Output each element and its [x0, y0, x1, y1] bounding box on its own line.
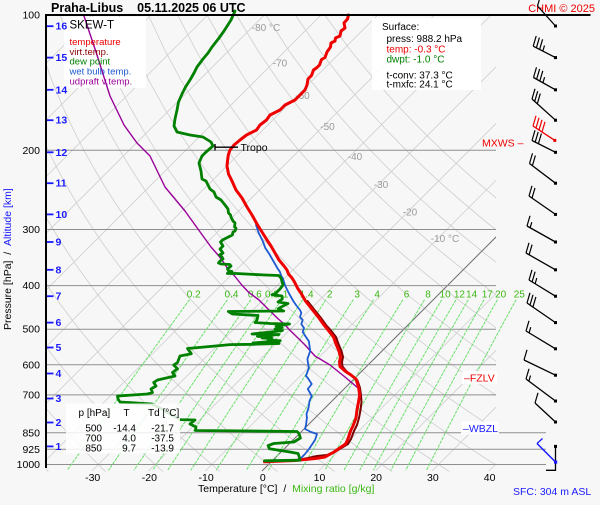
svg-text:Surface:: Surface:: [382, 22, 419, 33]
svg-text:600: 600: [22, 359, 40, 371]
svg-text:13: 13: [56, 115, 68, 127]
svg-text:Td [°C]: Td [°C]: [148, 408, 179, 419]
svg-text:-14.4: -14.4: [113, 424, 136, 435]
svg-text:Pressure [hPa] / Altitude [k: Pressure [hPa] / Altitude [km]: [2, 188, 14, 330]
svg-text:850: 850: [22, 427, 40, 439]
svg-text:-30: -30: [85, 472, 100, 484]
svg-text:6: 6: [404, 290, 410, 301]
svg-text:4: 4: [56, 368, 62, 380]
svg-text:-10: -10: [199, 472, 214, 484]
svg-text:1: 1: [283, 290, 289, 301]
svg-text:-50: -50: [320, 122, 335, 133]
svg-text:15: 15: [56, 52, 68, 64]
svg-text:17: 17: [482, 290, 494, 301]
svg-text:-20: -20: [403, 208, 418, 219]
svg-text:40: 40: [484, 472, 496, 484]
svg-text:p [hPa]: p [hPa]: [79, 408, 111, 419]
svg-text:-30: -30: [374, 180, 389, 191]
svg-text:temperature: temperature: [70, 37, 121, 48]
svg-text:T: T: [124, 408, 130, 419]
svg-text:8: 8: [425, 290, 431, 301]
svg-text:-60: -60: [295, 91, 310, 102]
svg-text:–FZLV: –FZLV: [464, 373, 495, 385]
svg-text:12: 12: [56, 147, 68, 159]
svg-text:press: 988.2 hPa: press: 988.2 hPa: [387, 34, 463, 45]
svg-text:200: 200: [22, 145, 40, 157]
svg-text:-10 °C: -10 °C: [431, 234, 459, 245]
svg-text:25: 25: [514, 290, 526, 301]
svg-text:10: 10: [440, 290, 452, 301]
svg-text:dwpt: -1.0 °C: dwpt: -1.0 °C: [387, 55, 445, 66]
svg-text:20: 20: [370, 472, 382, 484]
svg-text:SKEW-T: SKEW-T: [70, 20, 115, 32]
svg-text:500: 500: [22, 324, 40, 336]
svg-text:10: 10: [314, 472, 326, 484]
svg-text:7: 7: [56, 291, 62, 303]
svg-text:-37.5: -37.5: [151, 434, 174, 445]
svg-text:Praha-Libus 05.11.2025 06 U: Praha-Libus 05.11.2025 06 UTC: [51, 1, 246, 15]
svg-text:-13.9: -13.9: [151, 444, 174, 455]
svg-text:Tropo: Tropo: [241, 142, 268, 154]
svg-text:temp: -0.3 °C: temp: -0.3 °C: [387, 45, 446, 56]
svg-text:9.7: 9.7: [122, 444, 136, 455]
svg-text:MXWS –: MXWS –: [482, 138, 524, 150]
svg-text:1000: 1000: [17, 459, 41, 471]
svg-text:t-mxfc: 24.1 °C: t-mxfc: 24.1 °C: [387, 80, 453, 91]
svg-text:500: 500: [85, 424, 102, 435]
svg-text:700: 700: [22, 389, 40, 401]
svg-text:8: 8: [56, 264, 62, 276]
svg-text:925: 925: [22, 444, 40, 456]
svg-text:6: 6: [56, 317, 62, 329]
svg-text:CHMI © 2025: CHMI © 2025: [528, 3, 595, 15]
svg-text:20: 20: [495, 290, 507, 301]
svg-text:850: 850: [85, 444, 102, 455]
svg-text:11: 11: [56, 178, 67, 190]
svg-text:12: 12: [454, 290, 466, 301]
svg-text:0.6: 0.6: [248, 290, 262, 301]
svg-text:3: 3: [56, 393, 62, 405]
svg-text:16: 16: [56, 21, 68, 33]
svg-text:400: 400: [22, 280, 40, 292]
svg-text:SFC: 304 m ASL: SFC: 304 m ASL: [513, 486, 591, 498]
svg-text:0: 0: [260, 472, 266, 484]
svg-text:700: 700: [85, 434, 102, 445]
svg-text:-40: -40: [348, 152, 363, 163]
svg-text:dew point: dew point: [70, 57, 111, 68]
svg-text:udpraft v.temp.: udpraft v.temp.: [70, 77, 133, 88]
svg-text:14: 14: [56, 84, 68, 96]
svg-text:Temperature [°C] / Mixing ra: Temperature [°C] / Mixing ratio [g/kg]: [198, 483, 374, 495]
svg-text:-80 °C: -80 °C: [252, 23, 280, 34]
svg-text:4: 4: [374, 290, 380, 301]
svg-text:14: 14: [466, 290, 478, 301]
svg-text:1.4: 1.4: [300, 290, 314, 301]
svg-text:2: 2: [327, 290, 333, 301]
svg-text:300: 300: [22, 224, 40, 236]
svg-text:9: 9: [56, 237, 62, 249]
svg-text:1: 1: [56, 441, 62, 453]
svg-text:t-conv: 37.3 °C: t-conv: 37.3 °C: [387, 71, 453, 82]
svg-text:-20: -20: [142, 472, 157, 484]
svg-text:4.0: 4.0: [122, 434, 136, 445]
svg-text:0.2: 0.2: [187, 290, 201, 301]
svg-text:0.4: 0.4: [225, 290, 239, 301]
svg-text:-70: -70: [273, 59, 288, 70]
svg-text:wet bulb temp.: wet bulb temp.: [69, 67, 132, 78]
svg-text:virt.temp.: virt.temp.: [70, 47, 109, 58]
svg-text:–WBZL: –WBZL: [463, 423, 498, 435]
svg-text:3: 3: [354, 290, 360, 301]
svg-text:5: 5: [56, 342, 62, 354]
svg-text:100: 100: [22, 10, 40, 22]
svg-text:2: 2: [56, 417, 62, 429]
svg-text:-21.7: -21.7: [151, 424, 174, 435]
svg-text:10: 10: [56, 209, 68, 221]
svg-text:30: 30: [427, 472, 439, 484]
